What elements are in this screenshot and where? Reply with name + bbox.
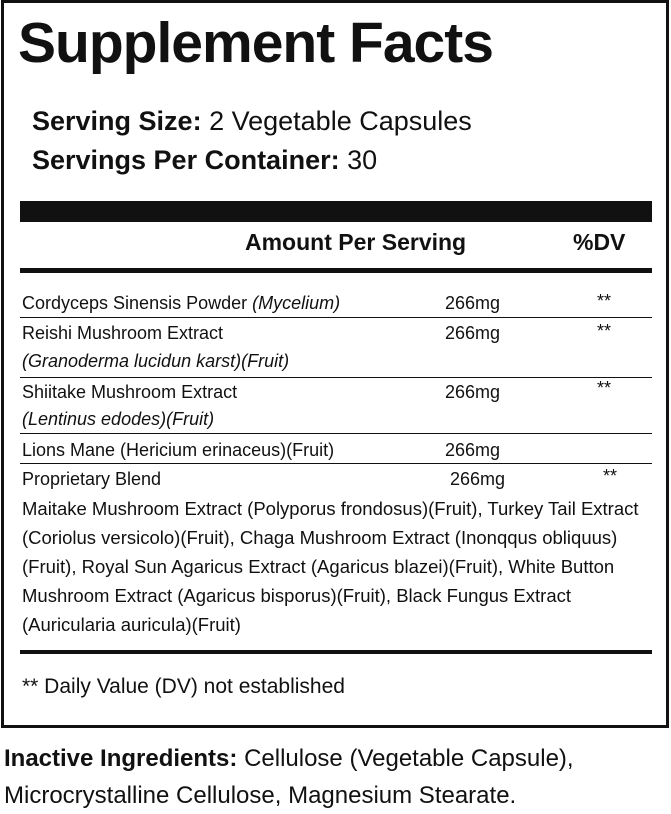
label-box [1,0,669,728]
rule [20,650,652,654]
name: Cordyceps Sinensis Powder [22,293,248,313]
amount: 266mg [445,440,501,460]
amount: 266mg [445,293,501,313]
dv: ** [603,466,618,486]
amount-header: Amount Per Serving [245,229,467,255]
amount: 266mg [450,469,506,489]
ingredient-name: Shiitake Mushroom Extract [22,382,238,402]
label: Inactive Ingredients: [4,745,238,772]
dv: ** [597,378,612,398]
dv: ** [597,291,612,311]
footnote: ** Daily Value (DV) not established [22,675,345,698]
value: 2 Vegetable Capsules [209,106,472,136]
label: Serving Size: [32,106,202,136]
separator [20,377,652,378]
inactive-ingredients: Inactive Ingredients: Cellulose (Vegetab… [4,740,669,814]
separator [20,317,652,318]
ingredient-detail: (Lentinus edodes)(Fruit) [22,409,215,429]
ingredient-detail: (Granoderma lucidun karst)(Fruit) [22,351,290,371]
dv: ** [597,321,612,341]
title: Supplement Facts [18,11,494,75]
separator [20,433,652,434]
ingredient-name: Lions Mane (Hericium erinaceus)(Fruit) [22,440,335,460]
label: Servings Per Container: [32,145,340,175]
serving-size: Serving Size: 2 Vegetable Capsules [32,106,472,137]
rule [20,201,652,222]
servings-per-container: Servings Per Container: 30 [32,145,377,176]
amount: 266mg [445,382,501,402]
value: 30 [347,145,378,175]
dv-header: %DV [573,229,626,255]
blend-text: Maitake Mushroom Extract (Polyporus fron… [22,498,639,635]
ingredient-name: Cordyceps Sinensis Powder (Mycelium) [22,291,340,315]
ingredient-name: Reishi Mushroom Extract [22,323,224,343]
detail: (Mycelium) [252,293,341,313]
amount: 266mg [445,323,501,343]
text: Cellulose (Vegetable Capsule), Microcrys… [4,745,574,809]
ingredient-name: Proprietary Blend [22,469,162,489]
rule [20,268,652,273]
separator [20,463,652,464]
